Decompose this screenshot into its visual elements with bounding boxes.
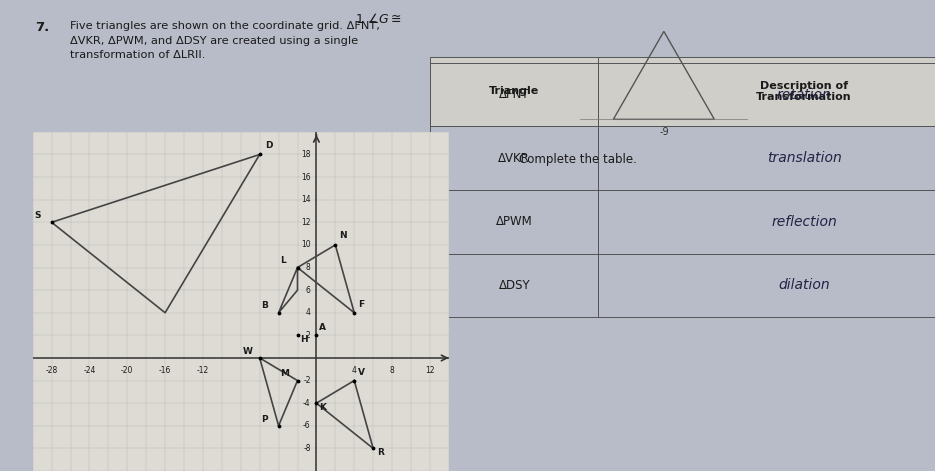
Text: ΔVKR: ΔVKR — [498, 152, 530, 165]
Bar — [598, 63, 935, 126]
Text: S: S — [35, 211, 41, 220]
Bar — [430, 57, 598, 126]
Bar — [598, 190, 935, 253]
Text: ΔFNT: ΔFNT — [499, 88, 529, 101]
Text: -24: -24 — [83, 366, 95, 375]
Text: Complete the table.: Complete the table. — [519, 153, 637, 166]
Text: -20: -20 — [122, 366, 134, 375]
Bar — [430, 63, 598, 126]
Text: 4: 4 — [306, 308, 310, 317]
Text: Description of
Transformation: Description of Transformation — [756, 81, 852, 102]
Text: 12: 12 — [425, 366, 435, 375]
Text: B: B — [262, 301, 268, 310]
Bar — [430, 253, 598, 317]
Text: 10: 10 — [301, 240, 310, 250]
Bar — [430, 190, 598, 253]
Text: 7.: 7. — [36, 21, 50, 34]
Text: 12: 12 — [301, 218, 310, 227]
Bar — [598, 57, 935, 126]
Text: -9: -9 — [659, 127, 669, 137]
Text: D: D — [266, 141, 273, 150]
Text: 18: 18 — [301, 150, 310, 159]
Text: L: L — [280, 256, 286, 265]
Bar — [598, 253, 935, 317]
Text: -28: -28 — [46, 366, 58, 375]
Text: 14: 14 — [301, 195, 310, 204]
Text: -8: -8 — [303, 444, 310, 453]
Text: ΔPWM: ΔPWM — [496, 215, 533, 228]
Text: 8: 8 — [306, 263, 310, 272]
Text: Five triangles are shown on the coordinate grid. ΔFNT,
ΔVKR, ΔPWM, and ΔDSY are : Five triangles are shown on the coordina… — [70, 21, 380, 60]
Text: -6: -6 — [303, 421, 310, 430]
Text: W: W — [243, 347, 252, 356]
Text: 16: 16 — [301, 172, 310, 182]
Text: 2: 2 — [306, 331, 310, 340]
Text: -12: -12 — [196, 366, 209, 375]
Text: P: P — [262, 414, 268, 423]
Text: A: A — [319, 323, 326, 332]
Text: V: V — [358, 368, 365, 377]
Text: 4: 4 — [352, 366, 356, 375]
Text: -4: -4 — [303, 398, 310, 408]
Text: $1\ \angle G \cong$: $1\ \angle G \cong$ — [355, 12, 402, 26]
Bar — [598, 127, 935, 190]
Text: dilation: dilation — [778, 278, 830, 292]
Bar — [0, 0, 33, 471]
Text: K: K — [319, 403, 326, 412]
Text: -2: -2 — [303, 376, 310, 385]
Text: F: F — [358, 300, 364, 309]
Text: ΔDSY: ΔDSY — [498, 279, 530, 292]
Text: R: R — [377, 448, 383, 457]
Text: * Show ALL set-up and steps -
   Circle Answer!: * Show ALL set-up and steps - Circle Ans… — [37, 415, 224, 443]
Text: N: N — [339, 231, 347, 240]
Text: H: H — [300, 335, 308, 344]
Text: M: M — [280, 369, 290, 378]
Text: rotation: rotation — [777, 88, 831, 102]
Bar — [430, 127, 598, 190]
Text: 6: 6 — [306, 285, 310, 295]
Text: Triangle: Triangle — [489, 87, 539, 97]
Text: 8: 8 — [390, 366, 395, 375]
Text: reflection: reflection — [771, 215, 837, 229]
Text: translation: translation — [767, 151, 842, 165]
Text: -16: -16 — [159, 366, 171, 375]
